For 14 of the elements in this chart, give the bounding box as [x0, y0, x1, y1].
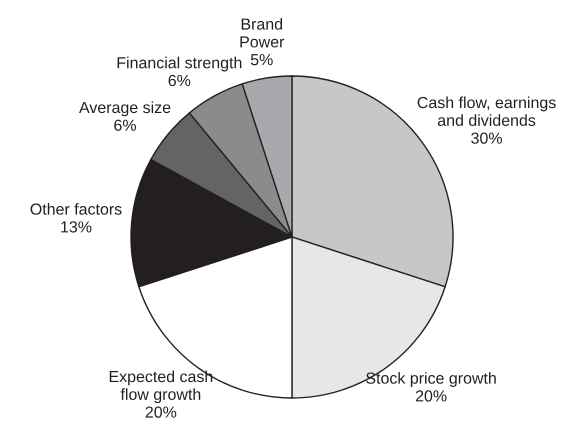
data-label: 20% — [146, 406, 176, 418]
slice-label: Brand Power — [240, 18, 284, 48]
data-label: 13% — [61, 221, 92, 233]
data-label: 30% — [471, 132, 502, 144]
data-label: 5% — [250, 54, 273, 66]
slice-label: Expected cash flow growth — [110, 370, 212, 404]
slice-label: Stock price growth — [366, 372, 496, 387]
slice-label: Average size — [79, 101, 170, 116]
data-label: 20% — [416, 390, 447, 402]
slice-label: Financial strength — [118, 56, 242, 72]
slice-label: Cash flow, earnings and dividends — [418, 96, 556, 126]
slice-label: Other factors — [30, 203, 122, 215]
data-label: 6% — [168, 74, 190, 86]
data-label: 6% — [114, 120, 136, 131]
